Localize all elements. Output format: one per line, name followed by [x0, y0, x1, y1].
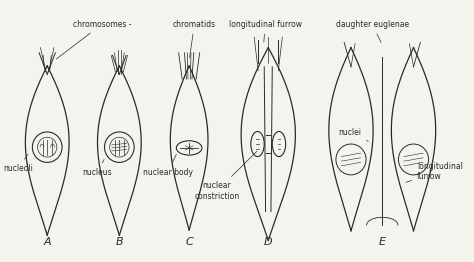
Text: nucleus: nucleus	[82, 160, 112, 177]
Text: E: E	[379, 237, 386, 247]
Text: daughter euglenae: daughter euglenae	[336, 20, 409, 42]
Text: longitudinal
furrow: longitudinal furrow	[406, 162, 463, 182]
Text: nucleoli: nucleoli	[3, 154, 33, 173]
Text: nuclear
constriction: nuclear constriction	[194, 151, 257, 201]
Text: B: B	[116, 237, 123, 247]
Text: D: D	[264, 237, 273, 247]
Text: C: C	[185, 237, 193, 247]
Text: chromatids: chromatids	[173, 20, 216, 58]
Text: A: A	[44, 237, 51, 247]
Text: nuclei: nuclei	[338, 128, 368, 141]
Text: nuclear body: nuclear body	[143, 154, 192, 177]
Text: longitudinal furrow: longitudinal furrow	[228, 20, 301, 42]
Text: chromosomes -: chromosomes -	[56, 20, 131, 59]
